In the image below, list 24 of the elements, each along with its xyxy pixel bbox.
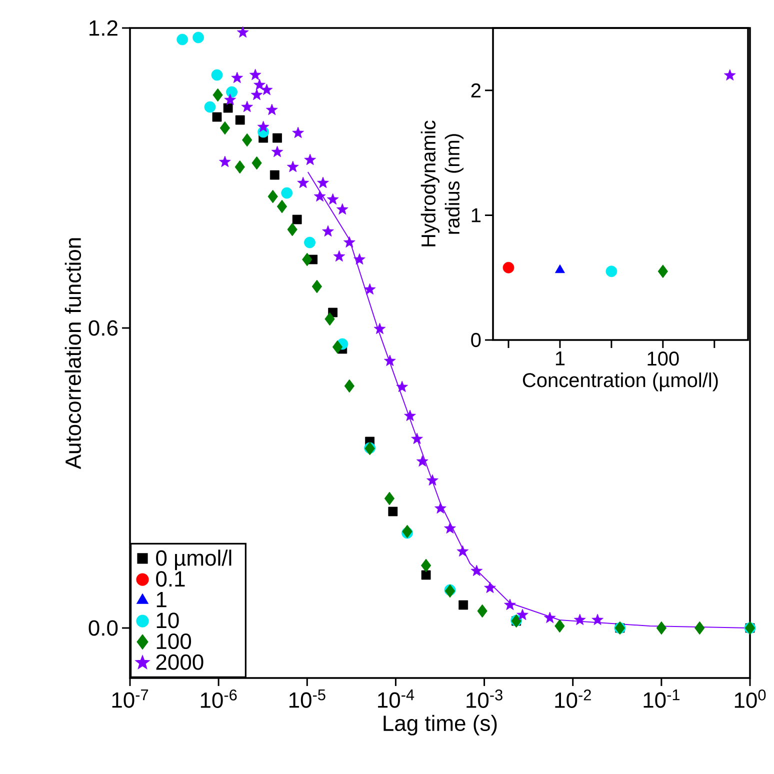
y-tick-label: 1.2	[90, 20, 118, 36]
legend-label: 100	[156, 633, 192, 650]
y-tick-label: 0	[471, 332, 481, 348]
x-tick-label: 10$^{0}$	[734, 690, 766, 708]
legend-label: 0.1	[156, 571, 185, 587]
y-tick-label: 0.0	[88, 620, 118, 636]
x-tick-label: 10$^{-3}$	[466, 690, 502, 708]
y-tick-label: 0.6	[88, 320, 118, 336]
legend-label: 10	[156, 612, 179, 628]
y-axis-title: Autocorrelation function	[64, 238, 82, 470]
x-axis-title: Concentration (µmol/l)	[522, 372, 718, 392]
x-tick-label: 10$^{-5}$	[289, 690, 326, 708]
legend-label: 1	[156, 592, 166, 608]
x-tick-label: 10$^{-1}$	[644, 690, 680, 708]
x-tick-label: 10$^{-7}$	[112, 690, 148, 708]
y-tick-label: 1	[472, 208, 480, 222]
y-tick-label: 2	[471, 83, 480, 98]
x-tick-label: 10$^{-4}$	[378, 690, 414, 708]
x-axis-title: Lag time (s)	[384, 714, 497, 736]
x-tick-label: 10$^{-2}$	[555, 690, 591, 708]
legend-label: 2000	[156, 654, 204, 670]
legend-label: 0 µmol/l	[156, 550, 232, 570]
x-tick-label: 10$^{-6}$	[200, 690, 237, 708]
y-axis-title: Hydrodynamic radius (nm)	[420, 120, 464, 246]
